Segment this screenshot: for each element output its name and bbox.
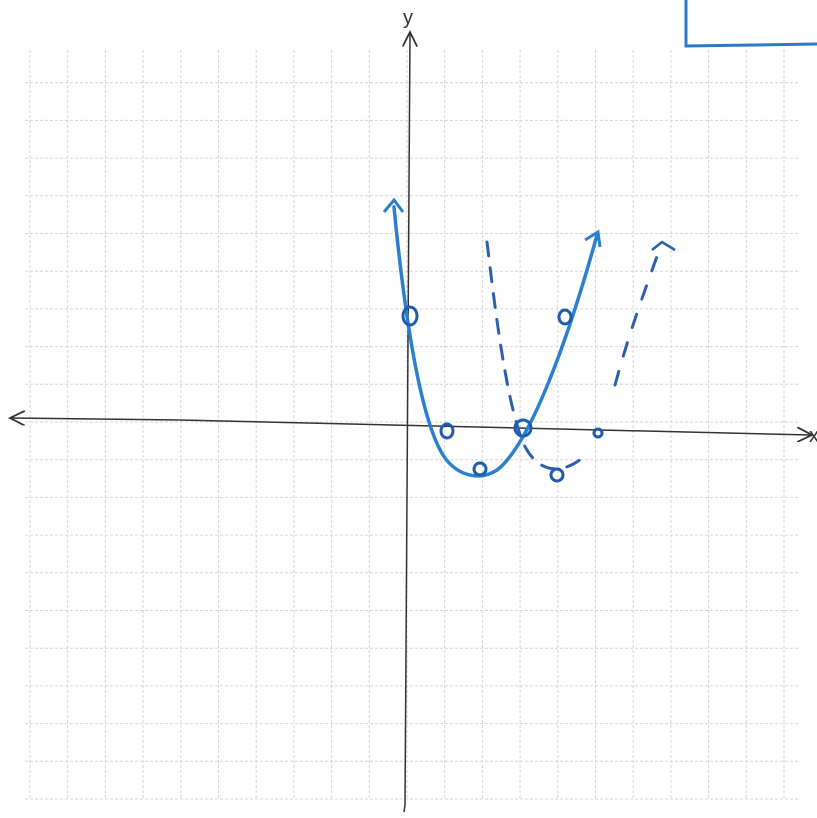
paper — [0, 0, 817, 818]
graph-worksheet: y x — [0, 0, 817, 818]
x-axis-label: x — [809, 425, 817, 447]
y-axis-label: y — [403, 7, 413, 29]
y-axis-tail — [404, 805, 405, 812]
